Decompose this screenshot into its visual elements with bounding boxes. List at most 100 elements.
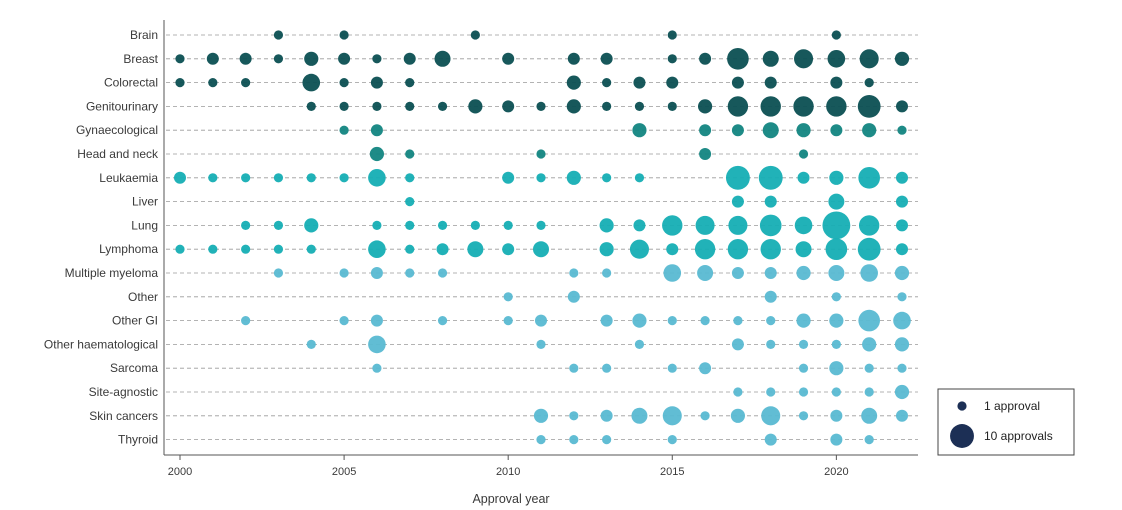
category-label: Site-agnostic (89, 385, 158, 399)
bubble-point (764, 195, 777, 208)
legend-label: 10 approvals (984, 429, 1053, 443)
bubble-point (829, 313, 844, 328)
category-label: Gynaecological (76, 123, 158, 137)
x-tick-label: 2020 (824, 466, 848, 478)
bubble-point (731, 76, 744, 89)
bubble-point (826, 96, 847, 117)
bubble-point (599, 218, 614, 233)
bubble-point (861, 407, 878, 424)
bubble-point (566, 170, 581, 185)
bubble-point (437, 316, 448, 326)
bubble-point (764, 266, 777, 280)
bubble-point (339, 30, 349, 40)
bubble-point (567, 290, 580, 303)
bubble-point (273, 173, 284, 183)
bubble-point (794, 49, 814, 69)
bubble-point (567, 52, 580, 65)
bubble-point (338, 52, 351, 65)
bubble-point (175, 244, 185, 254)
bubble-point (857, 95, 881, 118)
bubble-point (764, 290, 777, 303)
bubble-point (825, 238, 848, 261)
bubble-point (897, 292, 907, 302)
bubble-point (470, 220, 480, 230)
bubble-point (895, 195, 909, 208)
bubble-point (864, 435, 874, 445)
bubble-point (405, 149, 415, 159)
category-label: Multiple myeloma (65, 266, 159, 280)
bubble-point (766, 387, 776, 397)
bubble-point (339, 78, 349, 88)
bubble-point (502, 100, 515, 113)
bubble-point (733, 387, 743, 397)
bubble-point (339, 316, 349, 326)
bubble-point (894, 265, 910, 281)
bubble-point (600, 409, 613, 422)
legend: 1 approval 10 approvals (937, 388, 1075, 456)
bubble-point (241, 244, 251, 254)
bubble-point (663, 264, 682, 282)
bubble-point (600, 52, 613, 65)
bubble-point (339, 173, 349, 183)
bubble-point (700, 411, 710, 421)
category-label: Sarcoma (110, 361, 158, 375)
bubble-point (239, 52, 252, 65)
bubble-point (502, 243, 515, 256)
x-tick-label: 2015 (660, 466, 684, 478)
bubble-point (370, 314, 383, 327)
bubble-point (569, 363, 579, 373)
category-label: Skin cancers (89, 409, 158, 423)
bubble-point (828, 265, 845, 281)
bubble-point (632, 123, 647, 138)
bubble-point (667, 54, 677, 64)
bubble-point (667, 101, 677, 111)
bubble-point (894, 51, 910, 66)
bubble-point (699, 52, 712, 65)
bubble-point (858, 166, 880, 189)
bubble-point (634, 339, 645, 349)
bubble-point (634, 101, 645, 111)
bubble-point (893, 311, 911, 330)
bubble-point (405, 173, 415, 183)
bubble-point (306, 244, 316, 254)
bubble-point (762, 50, 779, 67)
bubble-point (533, 408, 549, 423)
bubble-point (858, 215, 880, 236)
bubble-point (405, 101, 415, 111)
bubble-point (602, 435, 612, 445)
bubble-point (830, 124, 843, 137)
bubble-point (858, 309, 880, 332)
bubble-point (798, 363, 809, 373)
bubble-point (405, 220, 415, 230)
bubble-point (831, 30, 841, 40)
x-ticks: 2000 2005 2010 2015 2020 (168, 455, 849, 478)
bubble-point (667, 363, 677, 373)
gridlines (166, 34, 918, 441)
bubble-point (864, 363, 874, 373)
bubble-point (536, 101, 546, 111)
bubble-point (306, 101, 316, 111)
bubble-point (795, 241, 812, 258)
category-label: Brain (130, 28, 158, 42)
category-label: Other (128, 290, 158, 304)
bubble-point (798, 411, 809, 421)
bubble-point (629, 239, 649, 259)
bubble-point (831, 292, 841, 302)
bubble-point (241, 78, 251, 88)
bubble-point (208, 78, 218, 88)
bubble-point (764, 76, 777, 89)
bubble-point (759, 214, 782, 237)
x-axis-title: Approval year (472, 492, 549, 506)
bubble-point (503, 220, 513, 230)
bubble-point (241, 220, 251, 230)
bubble-point (895, 409, 909, 422)
bubble-point (698, 99, 713, 114)
category-label: Other GI (112, 314, 158, 328)
bubble-point (793, 96, 814, 117)
bubble-point (470, 30, 480, 40)
bubble-point (273, 268, 284, 278)
bubble-point (566, 99, 581, 114)
bubble-point (895, 171, 909, 184)
bubble-point (633, 219, 646, 232)
